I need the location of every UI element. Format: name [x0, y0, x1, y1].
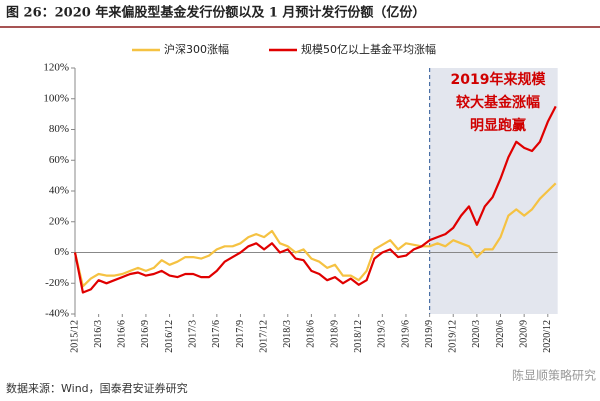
- chart-title: 图 26：2020 年来偏股型基金发行份额以及 1 月预计发行份额（亿份）: [6, 5, 425, 21]
- y-tick-label: 60%: [49, 154, 69, 166]
- series-line: [73, 105, 557, 294]
- x-tick-label: 2020/6: [495, 320, 506, 348]
- x-tick-label: 2020/9: [518, 320, 529, 348]
- legend-label: 沪深300涨幅: [164, 42, 229, 56]
- y-tick-label: -40%: [45, 308, 69, 320]
- y-tick-label: 0%: [54, 246, 69, 258]
- x-tick-label: 2018/12: [353, 320, 364, 353]
- x-tick-label: 2018/3: [282, 320, 293, 348]
- x-tick-label: 2019/12: [448, 320, 459, 353]
- x-tick-label: 2015/12: [69, 320, 80, 353]
- x-tick-label: 2017/3: [187, 320, 198, 348]
- y-tick-label: -20%: [45, 277, 69, 289]
- x-tick-label: 2017/12: [258, 320, 269, 353]
- x-tick-label: 2016/3: [93, 320, 104, 348]
- annotation: 明显跑赢: [470, 117, 526, 134]
- x-tick-label: 2016/9: [140, 320, 151, 348]
- x-tick-label: 2016/12: [164, 320, 175, 353]
- x-tick-label: 2017/9: [235, 320, 246, 348]
- y-tick-label: 120%: [43, 62, 69, 74]
- y-tick-label: 100%: [43, 92, 69, 104]
- watermark: 陈显顺策略研究: [512, 368, 596, 383]
- source: 数据来源：Wind，国泰君安证券研究: [6, 381, 188, 395]
- x-tick-label: 2019/3: [377, 320, 388, 348]
- x-tick-label: 2019/9: [424, 320, 435, 348]
- y-tick-label: 20%: [49, 215, 69, 227]
- x-tick-label: 2019/6: [400, 320, 411, 348]
- x-tick-label: 2018/6: [306, 320, 317, 348]
- annotation: 2019年来规模: [451, 71, 547, 88]
- annotation: 较大基金涨幅: [456, 94, 540, 111]
- x-tick-label: 2016/6: [117, 320, 128, 348]
- x-tick-label: 2020/3: [471, 320, 482, 348]
- y-tick-label: 40%: [49, 185, 69, 197]
- x-tick-label: 2017/6: [211, 320, 222, 348]
- highlight-region: [429, 68, 558, 314]
- legend-label: 规模50亿以上基金平均涨幅: [301, 42, 436, 56]
- x-tick-label: 2020/12: [542, 320, 553, 353]
- y-tick-label: 80%: [49, 123, 69, 135]
- x-tick-label: 2018/9: [329, 320, 340, 348]
- series-line: [73, 182, 557, 288]
